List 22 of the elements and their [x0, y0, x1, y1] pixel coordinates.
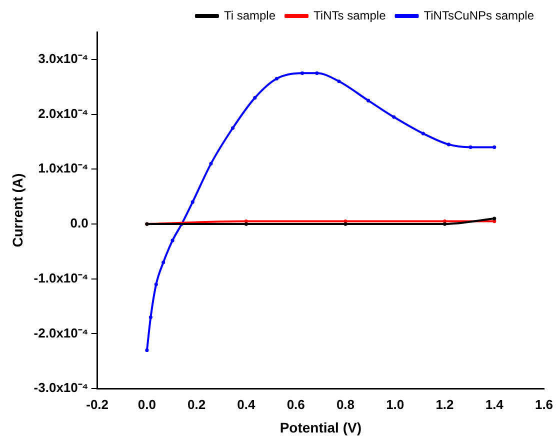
legend-label: TiNTsCuNPs sample	[424, 8, 534, 22]
x-tick-label: 1.6	[534, 396, 554, 412]
x-tick-label: 0.0	[138, 396, 156, 412]
legend-label: Ti sample	[224, 8, 276, 22]
x-tick-label: 0.2	[188, 396, 206, 412]
x-tick-label: -0.2	[86, 396, 109, 412]
x-tick-label: 1.0	[386, 396, 404, 412]
y-tick-label: 2.0x10⁻⁴	[38, 106, 88, 121]
x-tick-label: 1.2	[436, 396, 454, 412]
y-axis-title: Current (A)	[9, 173, 26, 248]
x-tick-label: 0.8	[336, 396, 355, 412]
x-tick-label: 0.4	[237, 396, 256, 412]
y-tick-label: 3.0x10⁻⁴	[38, 51, 88, 66]
y-tick-label: 0.0	[70, 216, 88, 231]
x-tick-label: 1.4	[485, 396, 504, 412]
y-tick-label: -1.0x10⁻⁴	[34, 270, 88, 286]
y-tick-label: -3.0x10⁻⁴	[34, 380, 88, 396]
y-tick-label: -2.0x10⁻⁴	[34, 325, 88, 340]
legend-label: TiNTs sample	[314, 8, 386, 22]
y-tick-label: 1.0x10⁻⁴	[38, 160, 88, 176]
x-tick-label: 0.6	[286, 396, 305, 412]
x-axis-title: Potential (V)	[280, 419, 362, 436]
